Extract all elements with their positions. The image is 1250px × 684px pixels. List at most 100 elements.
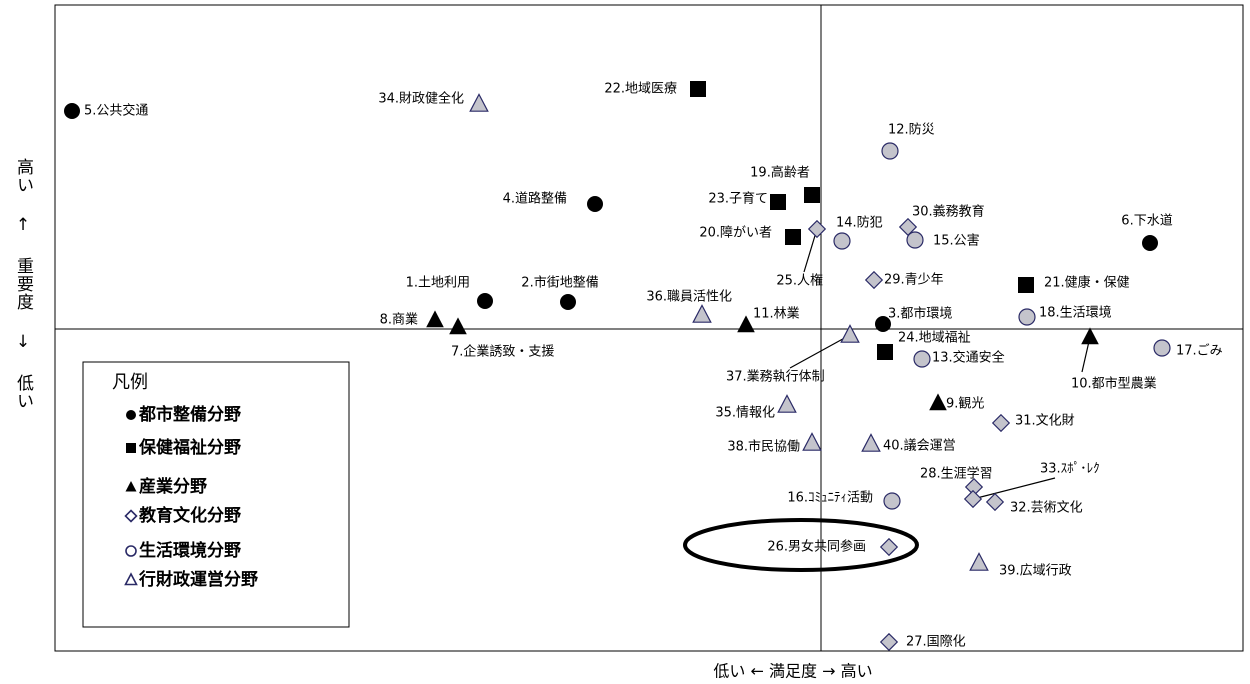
- data-point: [883, 492, 901, 510]
- legend-symbol: [126, 443, 136, 453]
- data-point: [785, 229, 801, 245]
- point-label: 3.都市環境: [888, 306, 952, 322]
- legend-label: 生活環境分野: [139, 540, 241, 561]
- data-point: [802, 432, 822, 451]
- data-point: [985, 492, 1005, 512]
- point-label: 40.議会運営: [883, 439, 956, 454]
- legend-symbol: [124, 572, 138, 586]
- point-label: 28.生涯学習: [920, 466, 993, 482]
- point-label: 23.子育て: [708, 191, 768, 207]
- point-label: 29.青少年: [884, 273, 944, 288]
- legend-symbol: [125, 545, 137, 557]
- data-point: [1018, 308, 1036, 326]
- point-label: 9.観光: [946, 397, 984, 412]
- point-label: 22.地域医療: [604, 82, 677, 97]
- data-point: [692, 304, 712, 323]
- x-axis-label: 低い ← 満足度 → 高い: [713, 662, 872, 681]
- point-label: 39.広域行政: [999, 564, 1072, 579]
- leader-line: [789, 334, 851, 369]
- data-point: [840, 324, 860, 343]
- data-point: [963, 489, 983, 509]
- data-point: [879, 632, 899, 652]
- point-label: 33.ｽﾎﾟ･ﾚｸ: [1040, 462, 1100, 477]
- point-label: 11.林業: [753, 306, 800, 322]
- point-label: 8.商業: [380, 312, 418, 328]
- data-point: [587, 196, 603, 212]
- legend-label: 保健福祉分野: [138, 437, 241, 458]
- data-point: [906, 231, 924, 249]
- legend-label: 都市整備分野: [138, 404, 241, 425]
- point-label: 36.職員活性化: [646, 290, 732, 305]
- leader-line: [803, 228, 818, 273]
- data-point: [737, 315, 755, 333]
- leader-line: [972, 477, 1056, 500]
- data-point: [770, 194, 786, 210]
- data-point: [449, 317, 467, 335]
- data-point: [807, 219, 827, 239]
- point-label: 13.交通安全: [932, 350, 1005, 366]
- point-label: 14.防犯: [836, 215, 883, 231]
- data-point: [877, 344, 893, 360]
- point-label: 7.企業誘致・支援: [451, 344, 554, 360]
- data-point: [969, 552, 989, 571]
- point-label: 18.生活環境: [1039, 306, 1112, 321]
- point-label: 6.下水道: [1121, 214, 1172, 229]
- point-label: 31.文化財: [1015, 414, 1075, 429]
- legend-label: 産業分野: [139, 476, 207, 497]
- legend-label: 教育文化分野: [138, 505, 241, 526]
- data-point: [690, 81, 706, 97]
- data-point: [804, 187, 820, 203]
- point-label: 30.義務教育: [912, 204, 985, 220]
- point-label: 1.土地利用: [406, 276, 470, 291]
- highlight-ellipse: [683, 518, 919, 572]
- point-label: 38.市民協働: [727, 439, 800, 455]
- point-label: 24.地域福祉: [898, 331, 971, 346]
- data-point: [469, 93, 489, 112]
- data-point: [833, 232, 851, 250]
- point-label: 15.公害: [933, 233, 980, 249]
- point-label: 20.障がい者: [699, 226, 772, 241]
- legend-label: 行財政運営分野: [138, 569, 258, 590]
- data-point: [560, 294, 576, 310]
- data-point: [64, 103, 80, 119]
- point-label: 2.市街地整備: [521, 275, 598, 291]
- point-label: 32.芸術文化: [1010, 500, 1083, 516]
- point-label: 27.国際化: [906, 635, 966, 650]
- point-label: 19.高齢者: [750, 165, 810, 181]
- point-label: 26.男女共同参画: [767, 539, 866, 555]
- data-point: [426, 310, 444, 328]
- point-label: 16.ｺﾐｭﾆﾃｨ活動: [787, 491, 873, 506]
- point-label: 37.業務執行体制: [726, 369, 825, 385]
- point-label: 12.防災: [888, 122, 935, 138]
- data-point: [777, 394, 797, 413]
- data-point: [881, 142, 899, 160]
- legend-title: 凡例: [112, 372, 148, 393]
- point-label: 35.情報化: [715, 406, 775, 421]
- data-point: [1081, 327, 1099, 345]
- data-point: [875, 316, 891, 332]
- legend-symbol: [125, 481, 137, 492]
- point-label: 17.ごみ: [1176, 343, 1223, 359]
- legend-symbol: [124, 509, 138, 523]
- data-point: [879, 537, 899, 557]
- point-label: 5.公共交通: [84, 103, 148, 119]
- data-point: [861, 433, 881, 452]
- y-axis-label: 高い ↑ 重要度 ↓ 低い: [13, 158, 33, 410]
- data-point: [991, 413, 1011, 433]
- point-label: 34.財政健全化: [378, 91, 464, 107]
- plot-frame: [54, 4, 1244, 652]
- data-point: [1018, 277, 1034, 293]
- point-label: 21.健康・保健: [1044, 275, 1130, 291]
- point-label: 10.都市型農業: [1071, 376, 1157, 392]
- point-label: 4.道路整備: [503, 191, 567, 207]
- data-point: [864, 270, 884, 290]
- data-point: [929, 393, 947, 411]
- data-point: [913, 350, 931, 368]
- data-point: [477, 293, 493, 309]
- legend-symbol: [126, 410, 136, 420]
- point-label: 25.人権: [776, 273, 823, 289]
- data-point: [1142, 235, 1158, 251]
- data-point: [1153, 339, 1171, 357]
